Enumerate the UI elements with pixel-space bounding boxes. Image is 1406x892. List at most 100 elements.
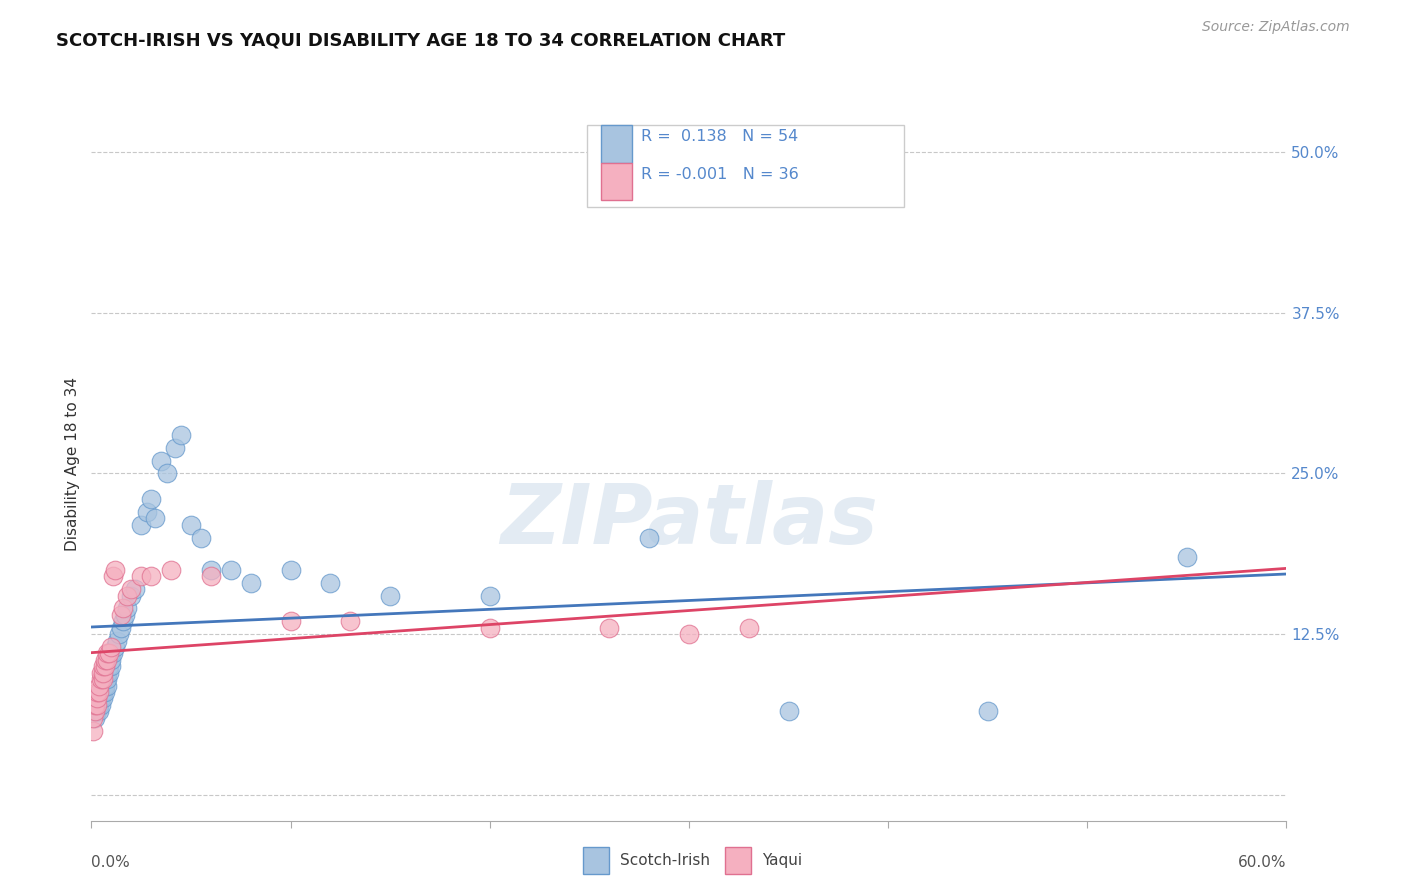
Point	[678, 627, 700, 641]
Point	[96, 665, 118, 680]
Point	[129, 569, 152, 583]
Point	[1175, 550, 1198, 565]
Point	[94, 659, 117, 673]
Point	[90, 698, 112, 712]
Point	[82, 723, 104, 738]
Point	[124, 582, 146, 597]
Point	[89, 704, 111, 718]
Point	[84, 704, 107, 718]
Point	[129, 517, 152, 532]
Point	[98, 665, 121, 680]
Point	[160, 563, 183, 577]
Point	[120, 589, 142, 603]
Point	[478, 621, 501, 635]
Text: Source: ZipAtlas.com: Source: ZipAtlas.com	[1202, 20, 1350, 34]
Point	[96, 672, 118, 686]
Point	[156, 467, 179, 481]
Text: Scotch-Irish: Scotch-Irish	[620, 854, 710, 868]
Point	[100, 659, 122, 673]
Point	[200, 569, 222, 583]
Point	[778, 704, 800, 718]
Point	[93, 665, 114, 680]
Point	[103, 569, 125, 583]
Point	[86, 704, 108, 718]
Point	[141, 492, 162, 507]
Point	[90, 685, 112, 699]
Point	[93, 679, 114, 693]
Point	[90, 665, 112, 680]
Point	[638, 531, 661, 545]
Point	[94, 685, 117, 699]
Point	[86, 698, 108, 712]
Point	[96, 653, 118, 667]
Text: Yaqui: Yaqui	[762, 854, 803, 868]
Point	[143, 511, 166, 525]
Point	[93, 691, 114, 706]
Point	[103, 647, 125, 661]
Point	[100, 653, 122, 667]
Point	[114, 607, 136, 622]
Point	[112, 615, 135, 629]
Point	[190, 531, 212, 545]
Point	[86, 691, 108, 706]
Text: ZIPatlas: ZIPatlas	[501, 481, 877, 561]
Point	[94, 672, 117, 686]
Point	[89, 679, 111, 693]
Point	[110, 607, 132, 622]
Point	[478, 589, 501, 603]
Point	[598, 621, 620, 635]
Point	[89, 685, 111, 699]
Point	[86, 698, 108, 712]
Point	[108, 627, 131, 641]
Point	[120, 582, 142, 597]
Point	[82, 711, 104, 725]
Point	[89, 698, 111, 712]
Point	[94, 653, 117, 667]
Point	[180, 517, 202, 532]
Point	[141, 569, 162, 583]
Point	[96, 679, 118, 693]
Point	[170, 428, 193, 442]
Point	[150, 453, 173, 467]
Point	[84, 698, 107, 712]
Point	[96, 647, 118, 661]
Point	[163, 441, 186, 455]
Point	[239, 575, 262, 590]
Point	[90, 691, 112, 706]
Point	[84, 711, 107, 725]
Text: R =  0.138   N = 54: R = 0.138 N = 54	[641, 129, 799, 144]
Point	[100, 647, 122, 661]
Point	[110, 621, 132, 635]
Point	[280, 615, 302, 629]
Point	[86, 685, 108, 699]
Point	[219, 563, 242, 577]
Point	[98, 659, 121, 673]
Point	[115, 601, 138, 615]
Point	[90, 672, 112, 686]
Point	[93, 659, 114, 673]
Point	[94, 679, 117, 693]
Point	[200, 563, 222, 577]
Point	[100, 640, 122, 654]
Y-axis label: Disability Age 18 to 34: Disability Age 18 to 34	[65, 376, 80, 551]
Point	[378, 589, 402, 603]
Point	[105, 633, 128, 648]
Point	[280, 563, 302, 577]
Text: SCOTCH-IRISH VS YAQUI DISABILITY AGE 18 TO 34 CORRELATION CHART: SCOTCH-IRISH VS YAQUI DISABILITY AGE 18 …	[56, 31, 786, 49]
Point	[93, 672, 114, 686]
Point	[104, 640, 127, 654]
Point	[115, 589, 138, 603]
Point	[89, 691, 111, 706]
Text: R = -0.001   N = 36: R = -0.001 N = 36	[641, 167, 799, 182]
Text: 0.0%: 0.0%	[91, 855, 131, 870]
Text: 60.0%: 60.0%	[1239, 855, 1286, 870]
Point	[112, 601, 135, 615]
Point	[98, 647, 121, 661]
Point	[339, 615, 361, 629]
Point	[93, 685, 114, 699]
Point	[319, 575, 342, 590]
Point	[737, 621, 759, 635]
Point	[104, 563, 127, 577]
Point	[976, 704, 998, 718]
Point	[136, 505, 159, 519]
